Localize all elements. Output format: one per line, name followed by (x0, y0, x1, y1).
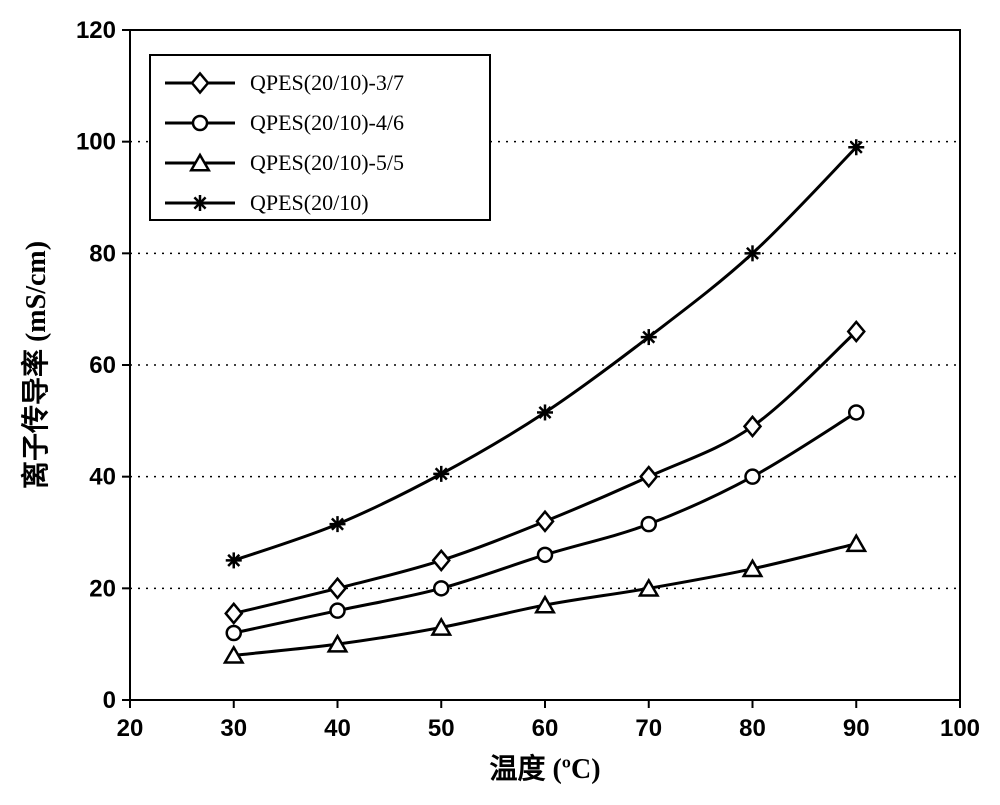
legend-item-2: QPES(20/10)-5/5 (250, 150, 404, 175)
svg-text:40: 40 (89, 464, 116, 491)
legend: QPES(20/10)-3/7 QPES(20/10)-4/6 QPES(20/10… (150, 55, 490, 220)
chart-svg: 2030405060708090100020406080100120温度 (ºC… (0, 0, 1000, 805)
svg-text:40: 40 (324, 715, 351, 742)
svg-text:100: 100 (940, 715, 980, 742)
svg-text:100: 100 (76, 129, 116, 156)
svg-text:20: 20 (117, 715, 144, 742)
svg-text:120: 120 (76, 17, 116, 44)
legend-item-1: QPES(20/10)-4/6 (250, 110, 404, 135)
svg-text:90: 90 (843, 715, 870, 742)
svg-text:80: 80 (89, 240, 116, 267)
legend-item-0: QPES(20/10)-3/7 (250, 70, 404, 95)
legend-item-3: QPES(20/10) (250, 190, 369, 215)
svg-text:20: 20 (89, 575, 116, 602)
svg-text:30: 30 (220, 715, 247, 742)
svg-text:70: 70 (635, 715, 662, 742)
x-axis-label: 温度 (ºC) (489, 753, 600, 785)
chart-container: 2030405060708090100020406080100120温度 (ºC… (0, 0, 1000, 805)
svg-text:60: 60 (532, 715, 559, 742)
svg-text:50: 50 (428, 715, 455, 742)
svg-text:60: 60 (89, 352, 116, 379)
y-axis-label: 离子传导率 (mS/cm) (19, 241, 52, 489)
svg-text:80: 80 (739, 715, 766, 742)
svg-text:0: 0 (103, 687, 116, 714)
